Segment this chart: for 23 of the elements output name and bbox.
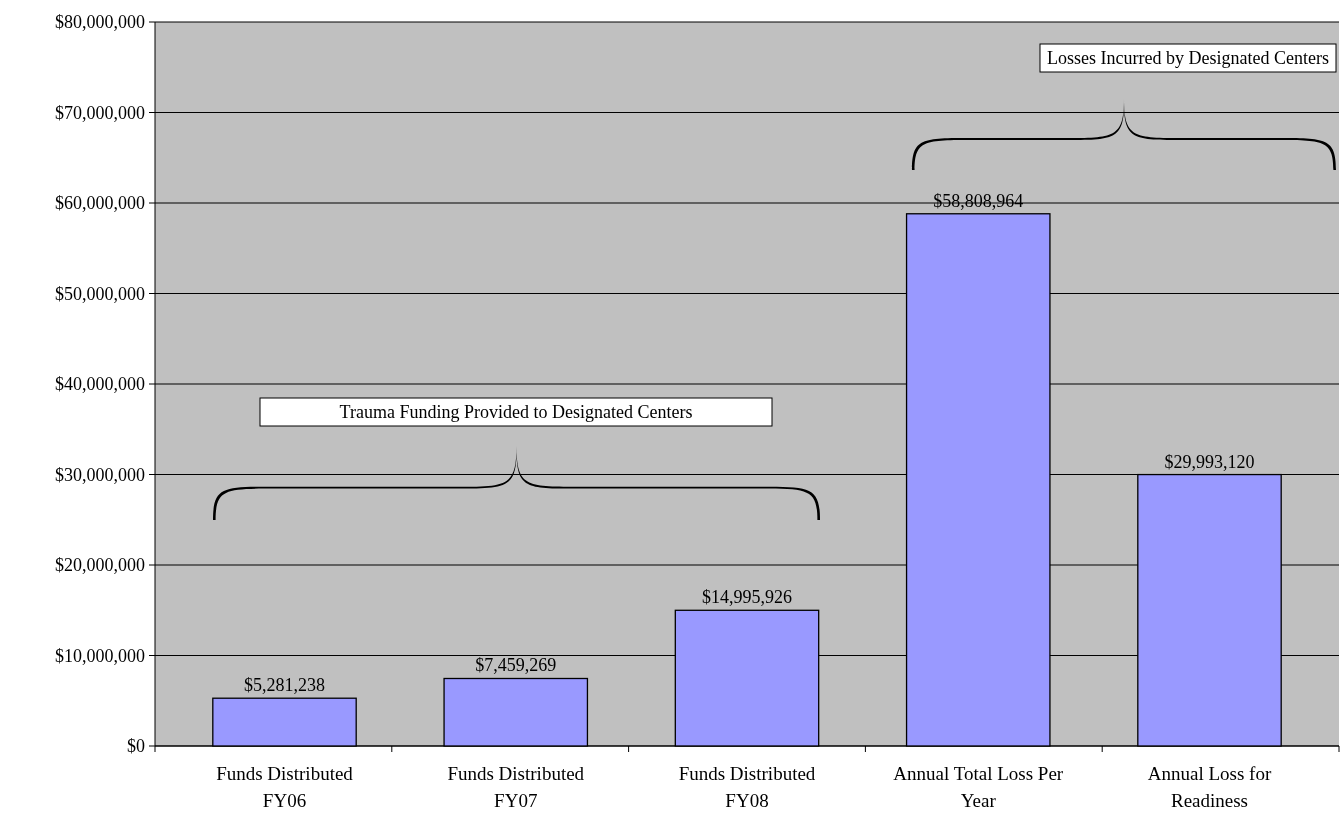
text-box: Trauma Funding Provided to Designated Centers [259, 397, 773, 427]
y-tick-label: $30,000,000 [55, 464, 145, 485]
annotation: Trauma Funding Provided to Designated Centers [339, 402, 693, 423]
y-tick-label: $70,000,000 [55, 102, 145, 123]
annotation: Losses Incurred by Designated Centers [1047, 48, 1329, 69]
y-tick-label: $60,000,000 [55, 193, 145, 214]
data-label: $5,281,238 [244, 675, 325, 696]
y-tick-label: $80,000,000 [55, 12, 145, 33]
x-tick-label: Annual Total Loss Per Year [893, 763, 1064, 811]
data-label: $7,459,269 [475, 655, 557, 676]
x-tick-label: Annual Loss for Readiness [1147, 763, 1272, 811]
data-label: $14,995,926 [702, 587, 792, 608]
text-box: Losses Incurred by Designated Centers [1039, 43, 1337, 73]
y-tick-label: $50,000,000 [55, 283, 145, 304]
y-tick-label: $10,000,000 [55, 645, 145, 666]
x-tick-label: Funds Distributed FY07 [447, 763, 585, 811]
data-label: $58,808,964 [933, 190, 1024, 211]
x-tick-label: Funds Distributed FY08 [678, 763, 816, 811]
y-tick-label: $0 [127, 736, 145, 757]
x-tick-label: Funds Distributed FY06 [216, 763, 354, 811]
data-label: $29,993,120 [1164, 451, 1255, 472]
y-tick-label: $20,000,000 [55, 555, 145, 576]
y-tick-label: $40,000,000 [55, 374, 145, 395]
